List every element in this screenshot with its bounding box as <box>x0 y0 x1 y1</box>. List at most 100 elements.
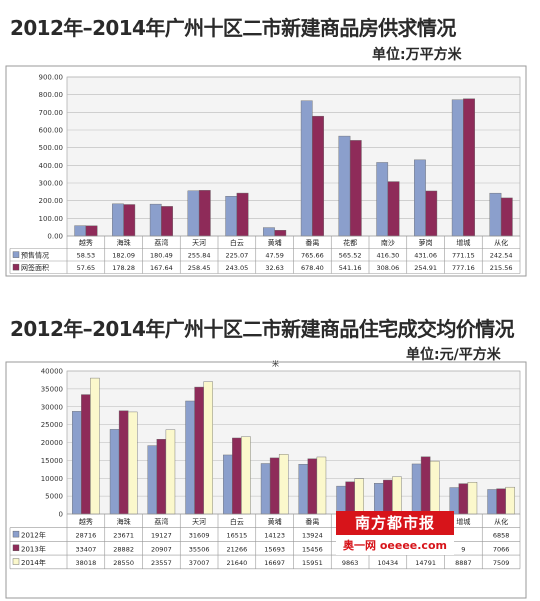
chart2-bar-3 <box>203 381 213 515</box>
chart2-data-label: 9 <box>461 545 465 553</box>
chart1-y-tick: 800.00 <box>39 91 64 99</box>
chart2-bar-1 <box>147 445 158 515</box>
chart1-data-label: 258.45 <box>188 264 211 272</box>
chart2-data-label: 14123 <box>264 532 285 540</box>
chart2-bar-2 <box>118 410 129 515</box>
chart1-y-tick: 200.00 <box>39 197 64 205</box>
chart2-bar-2 <box>232 437 242 515</box>
chart2-bar-2 <box>194 386 204 515</box>
chart2-y-tick: 10000 <box>41 475 63 483</box>
chart2-axis-unit: 米 <box>272 359 279 368</box>
chart2-title: 2012年–2014年广州十区二市新建商品住宅成交均价情况 <box>10 317 515 341</box>
chart2-category-label: 白云 <box>230 517 244 526</box>
chart2-data-label: 33407 <box>76 545 97 553</box>
chart2-y-tick: 30000 <box>41 403 63 411</box>
chart1-y-tick: 600.00 <box>39 127 64 135</box>
chart2-category-label: 天河 <box>192 518 206 526</box>
chart1-bar-1 <box>74 225 87 237</box>
chart1-bar-2 <box>500 197 513 237</box>
chart2-bar-3 <box>429 460 440 515</box>
chart1-data-label: 215.56 <box>490 264 513 272</box>
chart1-bar-1 <box>187 190 200 237</box>
chart2-bar-2 <box>307 458 318 515</box>
chart2-bar-1 <box>260 463 271 515</box>
chart1-data-label: 255.84 <box>188 252 211 260</box>
chart2-bar-1 <box>109 429 120 515</box>
chart1-bar-2 <box>123 204 136 237</box>
chart2-bar-2 <box>420 456 431 515</box>
chart1-bar-2 <box>349 140 362 237</box>
chart1-data-label: 167.64 <box>150 264 173 272</box>
chart1-bar-2 <box>463 98 475 237</box>
chart1-data-label: 431.06 <box>414 252 437 260</box>
chart2-y-tick: 20000 <box>41 439 63 447</box>
chart1-category-label: 白云 <box>230 238 244 247</box>
chart2-y-tick: 5000 <box>45 493 63 501</box>
chart1-y-tick: 500.00 <box>39 144 64 152</box>
chart2-bar-1 <box>487 489 497 515</box>
chart1-plot-area <box>66 76 521 237</box>
chart1-bar-2 <box>198 190 211 237</box>
chart2-data-label: 20907 <box>151 545 172 553</box>
chart1-bar-2 <box>425 190 438 237</box>
chart2-bar-3 <box>127 411 138 515</box>
chart2-data-label: 15693 <box>264 545 285 553</box>
chart2-data-label: 16515 <box>227 532 248 540</box>
chart1-category-label: 萝岗 <box>419 238 433 247</box>
chart2-bar-3 <box>467 482 478 515</box>
chart2-legend-label-2: 2013年 <box>21 544 46 553</box>
chart2-bar-1 <box>72 411 82 515</box>
chart2-data-label: 28550 <box>113 559 134 567</box>
chart2-data-label: 28882 <box>113 545 134 553</box>
chart2-category-label: 从化 <box>494 517 508 526</box>
chart1-data-label: 47.59 <box>265 252 284 260</box>
chart1-category-label: 海珠 <box>117 238 131 247</box>
chart2-legend-label-3: 2014年 <box>21 558 46 567</box>
chart1-bar-2 <box>387 181 400 237</box>
chart2-bar-3 <box>392 476 402 515</box>
chart2-legend-label-1: 2012年 <box>21 531 46 540</box>
chart2-y-tick: 25000 <box>41 421 63 429</box>
chart2-legend-swatch-1 <box>12 530 20 538</box>
chart1-bar-1 <box>263 227 275 237</box>
chart2-data-label: 35506 <box>189 545 210 553</box>
chart1-data-label: 32.63 <box>265 264 284 272</box>
chart1-data-label: 678.40 <box>301 264 324 272</box>
chart1-category-label: 越秀 <box>79 238 93 247</box>
chart1-category-label: 南沙 <box>381 238 395 247</box>
chart2-bar-3 <box>241 436 251 515</box>
chart1-unit: 单位:万平方米 <box>372 47 462 63</box>
chart2-data-label: 37007 <box>189 559 210 567</box>
chart1-data-label: 541.16 <box>339 264 362 272</box>
chart1-bar-1 <box>338 135 351 237</box>
chart2-data-label: 15456 <box>302 545 323 553</box>
chart1-category-label: 增城 <box>456 238 470 247</box>
chart1-data-label: 58.53 <box>77 252 96 260</box>
chart2-bar-3 <box>165 429 176 515</box>
chart1-category-label: 黄埔 <box>268 238 282 247</box>
chart1-data-label: 243.05 <box>226 264 249 272</box>
chart2-data-label: 6858 <box>493 532 510 540</box>
chart2-bar-1 <box>185 400 195 515</box>
chart1-category-label: 从化 <box>494 238 508 247</box>
chart1-bar-1 <box>300 100 313 237</box>
chart1-data-label: 771.15 <box>452 252 475 260</box>
chart1-title: 2012年–2014年广州十区二市新建商品房供求情况 <box>10 16 456 40</box>
chart1-y-tick: 100.00 <box>39 215 64 223</box>
chart1-bar-1 <box>149 203 162 237</box>
chart2-bar-2 <box>156 439 167 515</box>
chart1-category-label: 花都 <box>343 238 357 247</box>
chart1-bar-2 <box>312 115 324 237</box>
chart1-legend-label-2: 网签面积 <box>21 263 49 272</box>
chart1-bar-1 <box>112 203 124 237</box>
chart2-data-label: 9863 <box>342 559 359 567</box>
chart1-y-tick: 300.00 <box>39 180 64 188</box>
chart1-data-label: 182.09 <box>112 252 135 260</box>
chart1-data-label: 565.52 <box>339 252 362 260</box>
chart1-y-tick: 900.00 <box>39 74 64 82</box>
chart2-bar-3 <box>505 486 515 515</box>
chart1-y-tick: 0.00 <box>47 233 63 241</box>
newspaper-logo: 南方都市报 奥一网 oeeee.com <box>336 511 454 555</box>
chart1-bar-1 <box>225 196 238 237</box>
